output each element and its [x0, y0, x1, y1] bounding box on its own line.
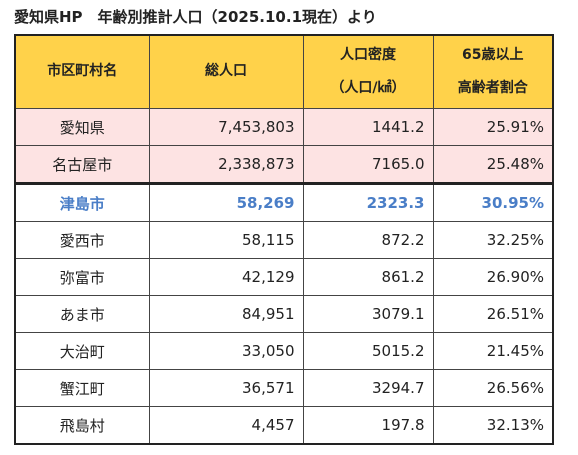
cell-density: 5015.2 [302, 332, 434, 370]
cell-density: 861.2 [302, 258, 434, 296]
cell-density: 2323.3 [302, 182, 434, 222]
cell-name: 愛知県 [14, 108, 150, 146]
header-elderly: 65歳以上 高齢者割合 [432, 34, 554, 109]
cell-density: 872.2 [302, 221, 434, 259]
table-row-tobishima: 飛島村 4,457 197.8 32.13% [14, 406, 554, 445]
table-row-ama: あま市 84,951 3079.1 26.51% [14, 295, 554, 333]
table-row-kanie: 蟹江町 36,571 3294.7 26.56% [14, 369, 554, 407]
header-elderly-line2: 高齢者割合 [457, 80, 528, 96]
table-row-yatomi: 弥富市 42,129 861.2 26.90% [14, 258, 554, 296]
header-row: 市区町村名 総人口 人口密度 （人口/㎢） 65歳以上 高齢者割合 [14, 34, 554, 109]
cell-population: 2,338,873 [148, 145, 304, 184]
table-row-aichi: 愛知県 7,453,803 1441.2 25.91% [14, 108, 554, 146]
table-row-aisai: 愛西市 58,115 872.2 32.25% [14, 221, 554, 259]
cell-elderly: 32.13% [432, 406, 554, 445]
cell-density: 197.8 [302, 406, 434, 445]
cell-name: 飛島村 [14, 406, 150, 445]
header-density-line2: （人口/㎢） [330, 80, 406, 96]
cell-elderly: 21.45% [432, 332, 554, 370]
cell-elderly: 25.91% [432, 108, 554, 146]
table-row-tsushima: 津島市 58,269 2323.3 30.95% [14, 182, 554, 222]
cell-elderly: 25.48% [432, 145, 554, 184]
cell-name: 愛西市 [14, 221, 150, 259]
cell-name: 名古屋市 [14, 145, 150, 184]
population-table: 市区町村名 総人口 人口密度 （人口/㎢） 65歳以上 高齢者割合 愛知県 7,… [14, 34, 554, 445]
cell-population: 4,457 [148, 406, 304, 445]
table-row-oharu: 大治町 33,050 5015.2 21.45% [14, 332, 554, 370]
page-title: 愛知県HP 年齢別推計人口（2025.10.1現在）より [14, 8, 377, 26]
cell-name: あま市 [14, 295, 150, 333]
header-density-line1: 人口密度 [340, 46, 396, 63]
cell-name: 大治町 [14, 332, 150, 370]
header-population: 総人口 [148, 34, 304, 109]
cell-elderly: 26.51% [432, 295, 554, 333]
header-elderly-line1: 65歳以上 [462, 46, 524, 63]
cell-population: 84,951 [148, 295, 304, 333]
cell-population: 7,453,803 [148, 108, 304, 146]
cell-population: 58,269 [148, 182, 304, 222]
cell-population: 33,050 [148, 332, 304, 370]
header-density: 人口密度 （人口/㎢） [302, 34, 434, 109]
header-municipality: 市区町村名 [14, 34, 150, 109]
cell-density: 3294.7 [302, 369, 434, 407]
cell-elderly: 26.56% [432, 369, 554, 407]
cell-elderly: 30.95% [432, 182, 554, 222]
table-row-nagoya: 名古屋市 2,338,873 7165.0 25.48% [14, 145, 554, 184]
cell-density: 3079.1 [302, 295, 434, 333]
cell-density: 7165.0 [302, 145, 434, 184]
cell-name: 弥富市 [14, 258, 150, 296]
cell-population: 58,115 [148, 221, 304, 259]
cell-density: 1441.2 [302, 108, 434, 146]
cell-elderly: 26.90% [432, 258, 554, 296]
cell-name: 蟹江町 [14, 369, 150, 407]
cell-name: 津島市 [14, 182, 150, 222]
cell-population: 36,571 [148, 369, 304, 407]
cell-elderly: 32.25% [432, 221, 554, 259]
cell-population: 42,129 [148, 258, 304, 296]
